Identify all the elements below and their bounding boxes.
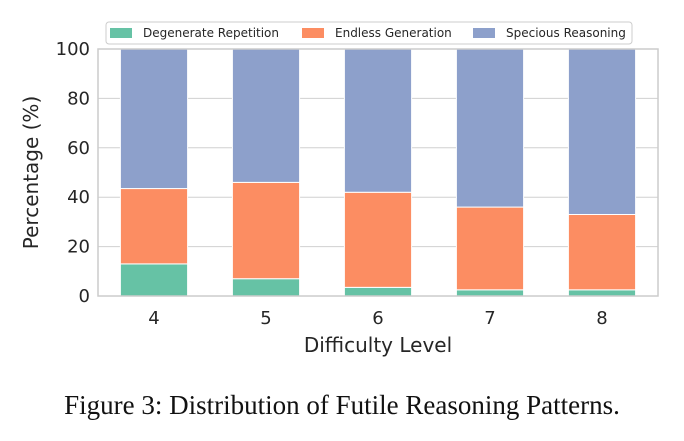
x-tick-label: 8 xyxy=(596,308,607,329)
bar-segment xyxy=(455,48,525,208)
y-tick-label: 60 xyxy=(67,138,90,159)
y-tick-label: 80 xyxy=(67,88,90,109)
y-axis-ticks: 0 20 40 60 80 100 xyxy=(56,39,90,307)
legend-swatch xyxy=(473,28,495,38)
x-axis-ticks: 4 5 6 7 8 xyxy=(148,308,607,329)
bar-segment xyxy=(343,48,413,193)
legend-box xyxy=(105,21,633,45)
bar-segment xyxy=(231,48,301,183)
x-tick-label: 5 xyxy=(260,308,271,329)
stacked-bar-chart: 0 20 40 60 80 100 4 5 6 7 8 Difficulty Level Perc… xyxy=(19,21,659,357)
x-tick-label: 4 xyxy=(148,308,159,329)
bar-segment xyxy=(119,48,189,190)
bar-segment xyxy=(119,263,189,297)
bar-segment xyxy=(567,289,637,297)
x-axis-label: Difficulty Level xyxy=(304,333,452,357)
bar-segment xyxy=(343,286,413,297)
bar-segment xyxy=(567,213,637,291)
legend-swatch xyxy=(110,28,132,38)
bar-segment xyxy=(231,181,301,280)
bar-segment xyxy=(343,191,413,288)
legend-swatch xyxy=(302,28,324,38)
bar-segment xyxy=(231,278,301,297)
y-tick-label: 40 xyxy=(67,187,90,208)
legend-label: Degenerate Repetition xyxy=(143,26,279,40)
legend-label: Specious Reasoning xyxy=(506,26,626,40)
y-tick-label: 20 xyxy=(67,237,90,258)
figure-caption: Figure 3: Distribution of Futile Reasoni… xyxy=(64,390,620,420)
y-tick-label: 100 xyxy=(56,39,90,60)
bar-segment xyxy=(567,48,637,215)
plot-frame xyxy=(97,48,659,297)
bar-segment xyxy=(119,188,189,265)
x-tick-label: 6 xyxy=(372,308,383,329)
bar-segment xyxy=(455,289,525,297)
x-tick-label: 7 xyxy=(484,308,495,329)
legend-label: Endless Generation xyxy=(335,26,452,40)
legend: Degenerate Repetition Endless Generation S… xyxy=(105,21,633,45)
y-tick-label: 0 xyxy=(79,286,90,307)
bar-segment xyxy=(455,206,525,291)
y-axis-label: Percentage (%) xyxy=(19,96,43,249)
bars xyxy=(119,48,637,297)
